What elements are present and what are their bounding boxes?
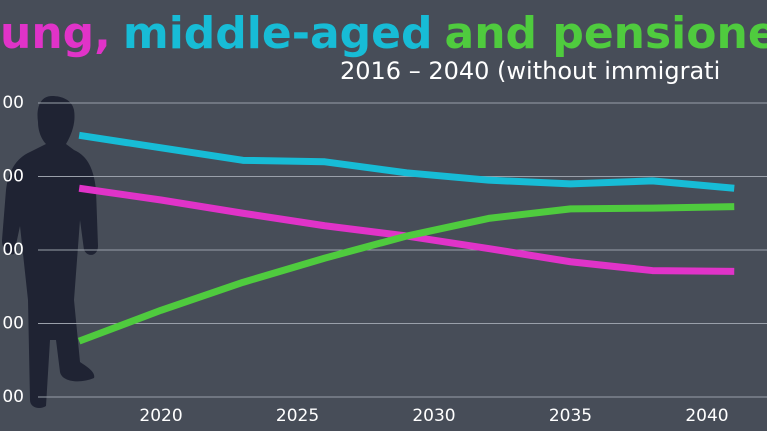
y-tick-label: 00 xyxy=(2,93,24,113)
chart-title: ung, middle-aged and pensione xyxy=(0,8,767,59)
x-tick-label: 2030 xyxy=(412,406,455,426)
x-tick-label: 2035 xyxy=(549,406,592,426)
x-tick-label: 2040 xyxy=(685,406,728,426)
x-tick-label: 2020 xyxy=(139,406,182,426)
series-line xyxy=(78,131,735,192)
title-part: ung, xyxy=(0,8,111,59)
y-tick-label: 00 xyxy=(2,167,24,187)
series-line xyxy=(78,184,735,275)
title-part: and pensione xyxy=(445,8,767,59)
series-line xyxy=(77,203,735,345)
y-tick-label: 00 xyxy=(2,314,24,334)
y-tick-label: 00 xyxy=(2,240,24,260)
person-silhouette xyxy=(2,96,98,408)
chart-subtitle: 2016 – 2040 (without immigrati xyxy=(340,57,720,85)
y-tick-label: 00 xyxy=(2,387,24,407)
x-tick-label: 2025 xyxy=(276,406,319,426)
title-part: middle-aged xyxy=(123,8,433,59)
